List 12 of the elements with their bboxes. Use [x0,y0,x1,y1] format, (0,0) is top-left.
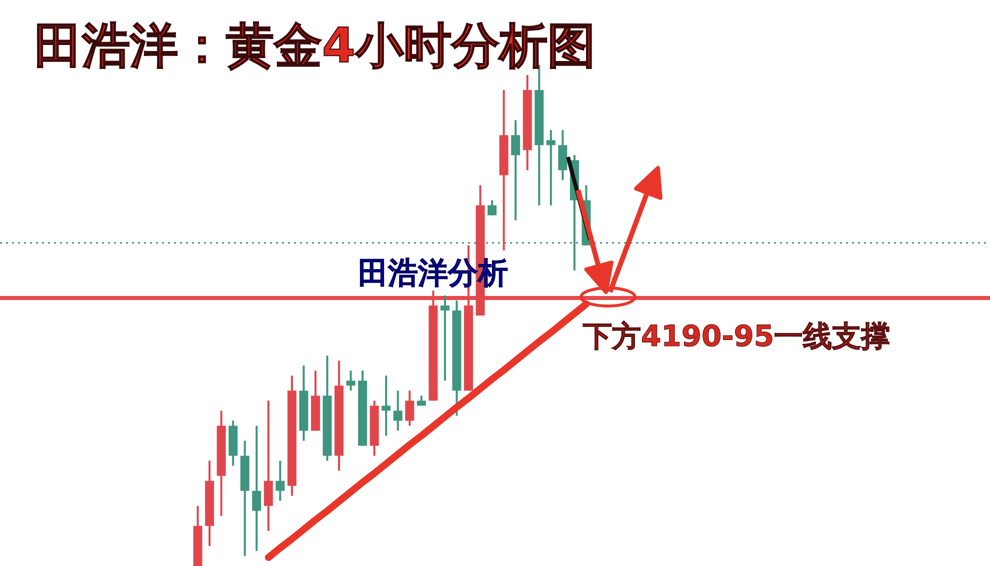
candlestick [252,424,262,552]
ref-line-label: 下方4190-95一线支撑 [582,318,890,353]
chart-title: 田浩洋：黄金4小时分析图 [34,18,596,74]
candlestick [488,199,497,216]
candlestick [405,390,414,427]
candlestick [276,460,285,502]
candlestick [511,119,520,222]
candlestick [346,370,356,392]
candlestick [440,294,450,382]
candlestick [546,129,556,206]
candlestick [393,390,402,432]
candlestick [382,374,391,437]
